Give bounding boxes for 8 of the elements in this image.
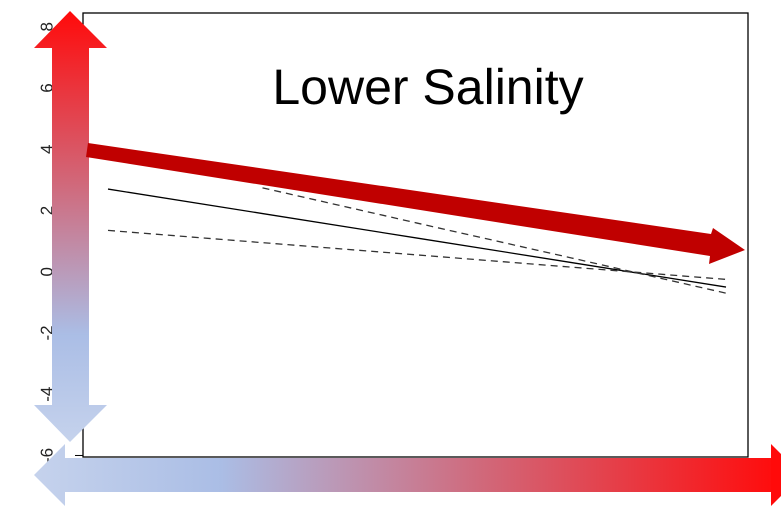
- y-tick-label: 4: [38, 144, 56, 154]
- line-series: [107, 188, 727, 288]
- y-tick-label: 6: [38, 83, 56, 93]
- y-tick-label: 0: [38, 267, 56, 276]
- y-tick-label: 8: [38, 22, 56, 32]
- annotation: Lower Salinity: [272, 59, 584, 115]
- y-tick-label: -6: [38, 448, 56, 464]
- y-tick-label: -4: [38, 386, 56, 402]
